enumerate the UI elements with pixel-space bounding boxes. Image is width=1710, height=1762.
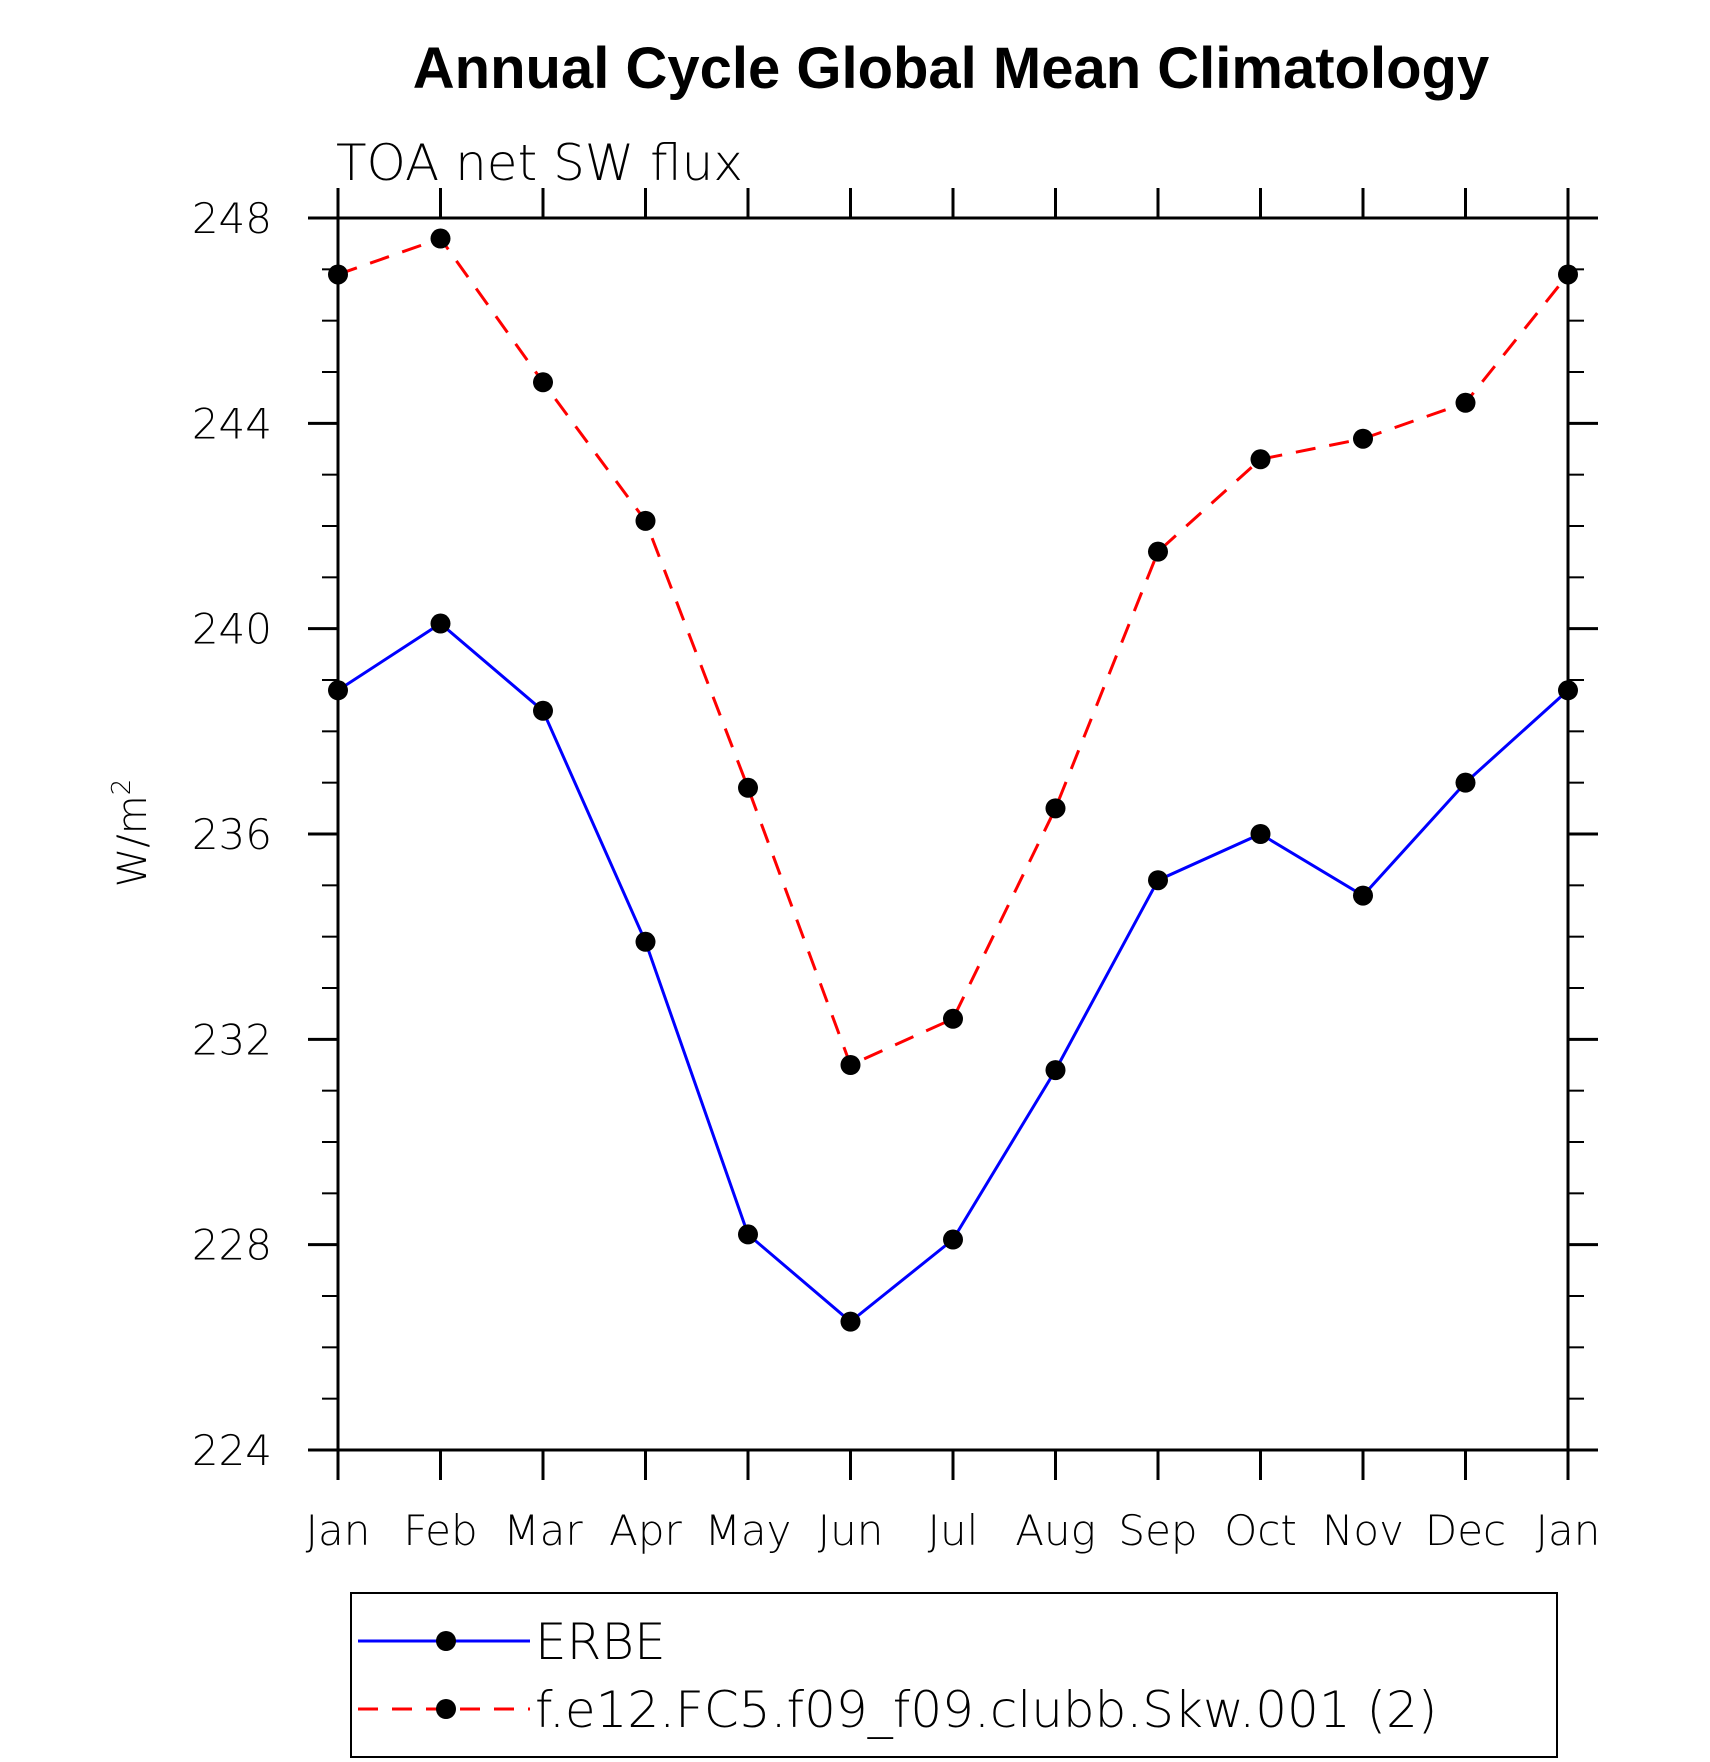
axis-ticks	[308, 188, 1598, 1480]
series-2-point	[430, 228, 451, 249]
series-2-point	[1558, 264, 1578, 285]
series-1-point	[635, 931, 656, 952]
y-tick-label: 248	[192, 194, 272, 243]
y-tick-label: 228	[192, 1221, 272, 1270]
series-2-point	[1250, 449, 1271, 470]
x-tick-label: Jan	[1536, 1506, 1601, 1555]
y-tick-label: 244	[192, 399, 272, 448]
y-axis-label-superscript: 2	[107, 779, 137, 796]
series-2-point	[943, 1008, 963, 1029]
series-1-point	[1250, 824, 1271, 844]
svg-text:W/m2: W/m2	[107, 779, 156, 888]
y-tick-label: 236	[192, 810, 272, 859]
chart-title: Annual Cycle Global Mean Climatology	[413, 36, 1489, 101]
series-1-point	[1045, 1060, 1066, 1081]
y-axis-label: W/m2	[107, 779, 156, 888]
series-1-point	[1148, 870, 1168, 891]
x-tick-label: Jun	[818, 1506, 884, 1555]
series-1-point	[1558, 680, 1578, 701]
x-tick-label: Sep	[1118, 1506, 1197, 1555]
series-1-point	[840, 1311, 861, 1332]
legend-entries: ERBE f.e12.FC5.f09_f09.clubb.Skw.001 (2)	[358, 1613, 1437, 1739]
x-tick-label: Nov	[1322, 1506, 1404, 1555]
series-2-point	[738, 777, 758, 798]
series-2-point	[1045, 798, 1066, 819]
series-line-1	[337, 621, 1570, 1324]
legend-label-1: ERBE	[535, 1613, 666, 1671]
legend-marker-2	[436, 1699, 456, 1719]
series-2-point	[533, 372, 553, 393]
series-1-point	[1455, 772, 1476, 793]
y-axis-label-text: W/m	[110, 795, 156, 887]
plot-frame	[336, 216, 1570, 1452]
series-2-point	[1148, 541, 1168, 562]
series-2-point	[328, 264, 348, 285]
x-tick-label: Dec	[1425, 1506, 1506, 1555]
legend-box	[350, 1592, 1558, 1758]
series-1-point	[1353, 885, 1373, 906]
x-tick-label: Apr	[609, 1506, 682, 1555]
x-tick-label: May	[705, 1506, 792, 1555]
y-tick-labels: 224 228 232 236 240 244 248	[192, 194, 272, 1475]
x-tick-label: Aug	[1015, 1506, 1096, 1555]
x-tick-label: Feb	[403, 1506, 477, 1555]
x-tick-label: Jul	[928, 1506, 979, 1555]
x-tick-label: Mar	[503, 1506, 583, 1555]
x-tick-label: Jan	[306, 1506, 371, 1555]
legend-label-2: f.e12.FC5.f09_f09.clubb.Skw.001 (2)	[535, 1681, 1437, 1739]
x-tick-labels: Jan Feb Mar Apr May Jun Jul Aug Sep Oct Nov Dec Jan	[306, 1506, 1601, 1555]
series-2-point	[635, 510, 656, 531]
series-1-point	[533, 700, 553, 721]
x-tick-label: Oct	[1224, 1506, 1297, 1555]
legend: ERBE f.e12.FC5.f09_f09.clubb.Skw.001 (2)	[350, 1592, 1558, 1758]
plot-area: Jan Feb Mar Apr May Jun Jul Aug Sep Oct Nov Dec Jan …	[192, 188, 1601, 1555]
y-tick-label: 240	[192, 605, 272, 654]
y-tick-label: 224	[192, 1426, 272, 1475]
series-2-point	[1455, 392, 1476, 413]
series-1-point	[738, 1224, 758, 1245]
y-tick-label: 232	[192, 1015, 272, 1064]
series-1-point	[328, 680, 348, 701]
series-2-point	[840, 1055, 861, 1075]
legend-marker-1	[436, 1631, 456, 1651]
series-1-point	[430, 613, 451, 634]
series-1-point	[943, 1229, 963, 1250]
series-2-point	[1353, 428, 1373, 449]
series-layer	[328, 228, 1578, 1332]
chart-subtitle: TOA net SW flux	[336, 134, 743, 192]
series-line-2	[337, 236, 1570, 1068]
